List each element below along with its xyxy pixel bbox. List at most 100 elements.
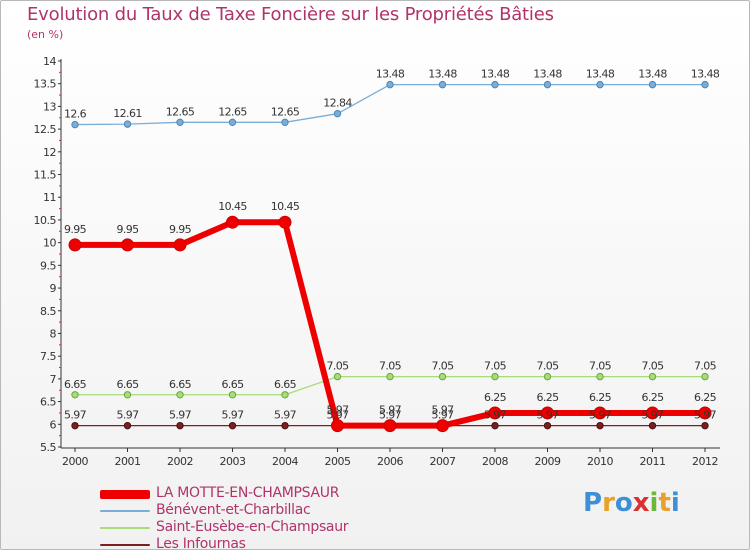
data-label: 7.05 — [536, 360, 559, 373]
data-label: 5.97 — [379, 404, 402, 417]
data-point — [593, 406, 607, 420]
data-point — [331, 419, 344, 433]
data-label: 6.65 — [169, 378, 192, 391]
y-tick-label: 12.5 — [34, 123, 57, 136]
data-label: 9.95 — [116, 223, 139, 236]
data-label: 9.95 — [64, 223, 87, 236]
data-label: 5.97 — [431, 404, 454, 417]
legend-label: Saint-Eusèbe-en-Champsaur — [156, 519, 349, 535]
data-point — [123, 421, 132, 430]
series-3-labels: 5.97 5.97 5.97 5.97 5.97 5.97 5.97 5.97 5.97 5.97… — [64, 409, 717, 422]
data-point — [596, 372, 604, 381]
data-label: 12.65 — [271, 105, 300, 118]
chart-title: Evolution du Taux de Taxe Foncière sur l… — [27, 4, 554, 25]
y-tick-label: 14 — [43, 55, 56, 68]
x-tick-label: 2006 — [377, 455, 403, 468]
data-point — [226, 215, 239, 229]
data-label: 5.97 — [326, 404, 349, 417]
data-point — [438, 80, 447, 89]
data-label: 5.97 — [536, 409, 559, 422]
data-label: 13.48 — [638, 68, 667, 81]
data-point — [543, 80, 552, 89]
data-label: 5.97 — [221, 409, 244, 422]
data-point — [68, 238, 82, 252]
logo-letter: o — [614, 488, 633, 518]
data-point — [491, 80, 499, 89]
data-label: 12.61 — [113, 107, 142, 120]
logo-letter: i — [649, 488, 659, 518]
x-tick-label: 2012 — [692, 455, 718, 468]
data-point — [648, 372, 657, 381]
x-tick-label: 2001 — [115, 455, 141, 468]
data-point — [71, 421, 79, 430]
data-label: 6.65 — [221, 378, 244, 391]
x-tick-label: 2011 — [640, 455, 666, 468]
data-point — [701, 421, 709, 430]
data-label: 5.97 — [326, 409, 349, 422]
data-label: 13.48 — [691, 68, 720, 81]
data-label: 6.25 — [536, 391, 559, 404]
data-point — [491, 421, 499, 430]
data-label: 7.05 — [484, 360, 507, 373]
data-point — [176, 421, 184, 430]
data-label: 6.25 — [589, 391, 612, 404]
x-tick-label: 2010 — [587, 455, 613, 468]
data-point — [228, 118, 237, 127]
y-tick-label: 7.5 — [40, 350, 56, 363]
data-point — [281, 421, 289, 430]
series-2 — [71, 372, 709, 399]
data-point — [648, 421, 657, 430]
data-label: 7.05 — [694, 360, 717, 373]
data-label: 7.05 — [379, 360, 402, 373]
data-label: 7.05 — [431, 360, 454, 373]
data-point — [281, 391, 289, 399]
series-1 — [71, 80, 709, 129]
data-label: 5.97 — [116, 409, 139, 422]
data-label: 13.48 — [586, 68, 615, 81]
data-label: 5.97 — [274, 409, 297, 422]
data-point — [541, 406, 554, 420]
data-label: 6.65 — [274, 378, 297, 391]
data-point — [278, 215, 292, 229]
data-label: 13.48 — [533, 68, 562, 81]
y-tick-label: 9.5 — [40, 259, 56, 272]
proxiti-logo: Proxiti — [583, 488, 680, 518]
data-label: 5.97 — [431, 409, 454, 422]
data-point — [436, 419, 449, 433]
data-point — [71, 391, 79, 399]
series-0 — [68, 215, 712, 433]
data-point — [176, 118, 184, 127]
series-1-labels: 12.6 12.61 12.65 12.65 12.65 12.84 13.48 13.48 1… — [64, 68, 720, 121]
x-tick-label: 2000 — [62, 455, 88, 468]
data-point — [281, 118, 289, 127]
data-point — [71, 120, 79, 129]
y-tick-label: 11 — [43, 191, 56, 204]
data-point — [698, 406, 712, 420]
y-tick-label: 6 — [50, 418, 57, 431]
data-point — [333, 372, 342, 381]
logo-letter: P — [583, 488, 603, 518]
y-tick-label: 7 — [50, 373, 57, 386]
data-label: 12.65 — [218, 105, 247, 118]
data-point — [386, 80, 394, 89]
logo-letter: x — [632, 488, 650, 518]
data-label: 6.25 — [641, 391, 664, 404]
data-label: 6.25 — [484, 391, 507, 404]
legend-label: Les Infournas — [156, 536, 246, 552]
data-point — [176, 391, 184, 399]
data-point — [386, 372, 394, 381]
data-point — [333, 109, 342, 118]
legend-swatch — [100, 527, 150, 529]
x-tick-label: 2003 — [220, 455, 246, 468]
legend-swatch — [100, 510, 150, 512]
legend-label: LA MOTTE-EN-CHAMPSAUR — [156, 485, 340, 501]
data-point — [228, 391, 237, 399]
data-point — [383, 419, 397, 433]
y-tick-label: 8 — [50, 327, 57, 340]
data-label: 13.48 — [428, 68, 457, 81]
axes: 5.5 6 6.5 7 7.5 8 8.5 9 9.5 10 10.5 11 11.5 12 12.5 13 1… — [34, 55, 720, 468]
